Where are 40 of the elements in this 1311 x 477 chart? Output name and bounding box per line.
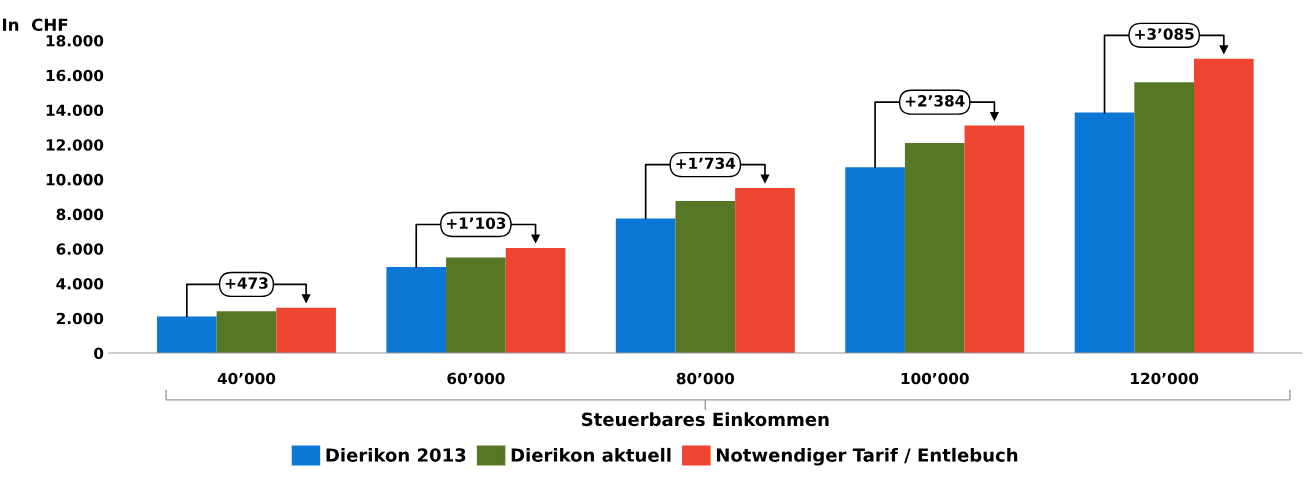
text: +3’085	[1135, 28, 1194, 40]
bar	[615, 218, 676, 353]
y-tick-label: 6.000	[56, 243, 104, 255]
y-tick-label: 14.000	[46, 104, 104, 116]
bar	[1074, 112, 1135, 353]
x-axis-title: Steuerbares Einkommen	[582, 412, 829, 427]
x-tick-label: 40’000	[217, 372, 276, 385]
bar	[446, 257, 506, 353]
bar	[1193, 58, 1254, 353]
y-tick-label: 0	[94, 347, 104, 359]
y-tick-label: 18.000	[46, 35, 104, 47]
annotation: +1’103	[446, 217, 506, 229]
y-tick-label: 4.000	[56, 278, 104, 290]
legend-label: Notwendiger Tarif / Entlebuch	[716, 447, 1018, 466]
bar	[735, 188, 795, 353]
y-tick-label: 16.000	[46, 69, 104, 82]
bar	[386, 267, 447, 353]
y-tick-label: 8.000	[56, 208, 104, 221]
annotation: +473	[225, 277, 268, 289]
bar	[675, 201, 736, 353]
x-tick-label: 100’000	[901, 372, 969, 385]
bar	[216, 311, 277, 353]
y-tick-label: 2.000	[56, 312, 104, 325]
x-tick-label: 120’000	[1131, 372, 1199, 385]
y-tick-label: 12.000	[46, 139, 104, 151]
legend-label: Dierikon aktuell	[511, 447, 671, 462]
x-tick-label: 60’000	[447, 372, 505, 385]
bar	[276, 307, 336, 353]
x-tick-label: 80’000	[676, 372, 735, 385]
bar	[156, 316, 217, 353]
bar	[1134, 82, 1194, 353]
bar	[964, 125, 1025, 353]
legend-label: Dierikon 2013	[326, 447, 466, 462]
annotation: +2’384	[905, 95, 965, 107]
bar	[505, 247, 566, 353]
annotation: +1’734	[676, 157, 736, 170]
bar	[904, 142, 965, 353]
y-axis-title: In CHF	[2, 18, 68, 32]
bar	[845, 167, 905, 353]
y-tick-label: 10.000	[46, 173, 104, 186]
